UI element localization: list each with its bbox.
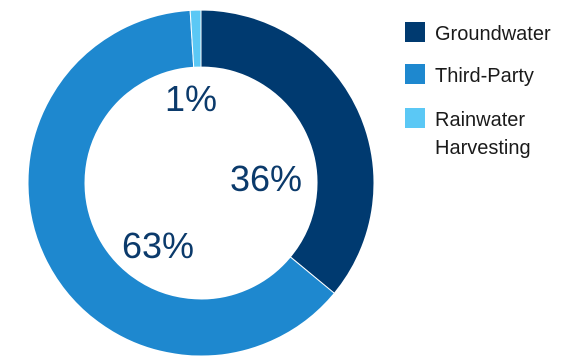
slice-groundwater: [200, 9, 375, 294]
legend-item-groundwater: Groundwater: [405, 22, 551, 45]
legend-label-rainwater: Rainwater: [435, 109, 525, 131]
slice-label-third-party: 63%: [122, 225, 194, 266]
legend-label-third-party: Third-Party: [435, 65, 534, 87]
legend-swatch-groundwater: [405, 22, 425, 42]
legend: Groundwater Third-Party Rainwater Harves…: [405, 22, 551, 159]
slice-labels: 1% 36% 63%: [122, 78, 302, 266]
legend-item-rainwater-harvesting: Rainwater Harvesting: [405, 108, 531, 159]
slice-rainwater-harvesting: [189, 9, 202, 68]
legend-swatch-third-party: [405, 64, 425, 84]
slice-label-groundwater: 36%: [230, 158, 302, 199]
donut-slices: [27, 9, 375, 356]
legend-label-groundwater: Groundwater: [435, 23, 551, 45]
legend-label-harvesting: Harvesting: [435, 137, 531, 159]
slice-third-party: [27, 9, 336, 356]
legend-item-third-party: Third-Party: [405, 64, 534, 87]
slice-label-rainwater: 1%: [165, 78, 217, 119]
legend-swatch-rainwater-harvesting: [405, 108, 425, 128]
